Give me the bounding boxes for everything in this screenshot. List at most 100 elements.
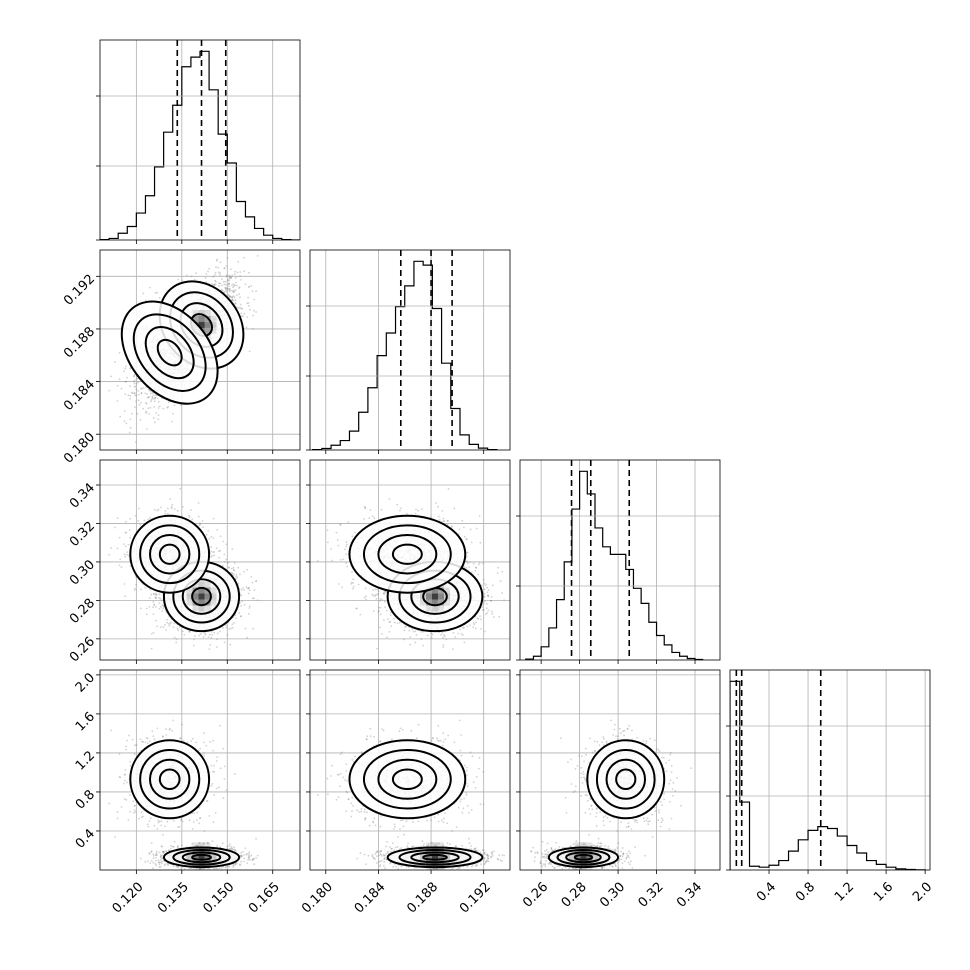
scatter-point [233,289,235,292]
scatter-point [224,280,227,283]
density-cell [210,316,217,322]
scatter-point [212,551,215,553]
scatter-point [215,280,217,283]
scatter-point [234,270,237,273]
scatter-point [248,607,251,609]
scatter-point [158,602,161,604]
scatter-point [149,392,152,395]
scatter-point [152,613,155,615]
scatter-point [162,626,165,629]
scatter-point [129,397,132,400]
scatter-point [228,274,231,277]
scatter-point [231,290,234,293]
scatter-point [148,413,151,415]
scatter-point [207,270,209,273]
scatter-point [237,566,240,569]
scatter-point [223,553,226,556]
scatter-point [139,523,142,526]
scatter-point [133,386,136,388]
scatter-point [126,554,128,556]
scatter-point [120,566,123,569]
scatter-point [216,638,218,641]
scatter-point [162,407,165,410]
density-cell [192,310,199,316]
scatter-point [235,617,237,620]
scatter-point [134,394,137,397]
scatter-point [230,289,232,292]
density-cell [210,322,217,328]
scatter-point [215,259,218,262]
scatter-point [147,396,150,399]
scatter-point [133,374,135,377]
scatter-point [135,388,138,391]
scatter-point [133,382,136,385]
panel-frame [309,249,511,451]
scatter-point [152,631,155,634]
scatter-point [223,641,226,644]
scatter-point [256,255,259,257]
scatter-point [228,278,231,280]
scatter-point [145,386,147,389]
scatter-point [202,526,205,529]
scatter-point [230,277,233,279]
scatter-point [156,509,159,512]
scatter-point [230,627,233,630]
scatter-point [220,288,223,291]
scatter-point [233,273,236,275]
scatter-point [129,518,132,520]
scatter-point [116,384,119,387]
scatter-point [234,284,236,286]
scatter-point [120,387,123,390]
scatter-point [164,510,167,512]
scatter-point [153,604,156,606]
scatter-point [204,277,207,279]
scatter-point [157,414,160,416]
scatter-point [155,606,157,608]
scatter-point [118,378,121,381]
scatter-point [226,287,229,290]
scatter-point [207,636,210,638]
scatter-point [150,647,153,650]
scatter-point [240,279,243,281]
scatter-point [204,634,207,636]
density-cell [192,316,199,322]
scatter-point [215,266,217,269]
scatter-point [234,289,237,291]
scatter-point [125,531,128,534]
panel-frame [99,39,301,241]
scatter-point [243,603,246,606]
scatter-point [123,410,126,412]
scatter-point [114,526,116,529]
scatter-point [212,276,215,278]
scatter-point [224,283,227,286]
scatter-point [130,391,133,394]
scatter-point [193,638,195,641]
scatter-point [224,286,227,289]
scatter-point [221,278,223,280]
scatter-point [160,606,162,608]
scatter-point [142,387,145,390]
scatter-point [231,572,233,574]
scatter-point [233,296,236,299]
scatter-point [208,537,211,540]
scatter-point [145,402,148,405]
scatter-point [230,276,233,279]
scatter-point [136,377,139,380]
scatter-point [220,284,223,287]
scatter-point [125,380,127,383]
scatter-point [199,523,202,526]
scatter-point [177,278,180,281]
scatter-point [225,275,228,278]
scatter-point [133,380,135,383]
scatter-point [153,593,155,595]
scatter-point [152,397,154,400]
scatter-point [155,412,157,414]
scatter-point [156,291,159,294]
scatter-point [231,274,234,277]
scatter-point [129,367,132,370]
scatter-point [232,283,235,286]
scatter-point [162,607,165,610]
scatter-point [232,299,235,302]
scatter-point [152,606,154,608]
scatter-point [140,588,142,591]
